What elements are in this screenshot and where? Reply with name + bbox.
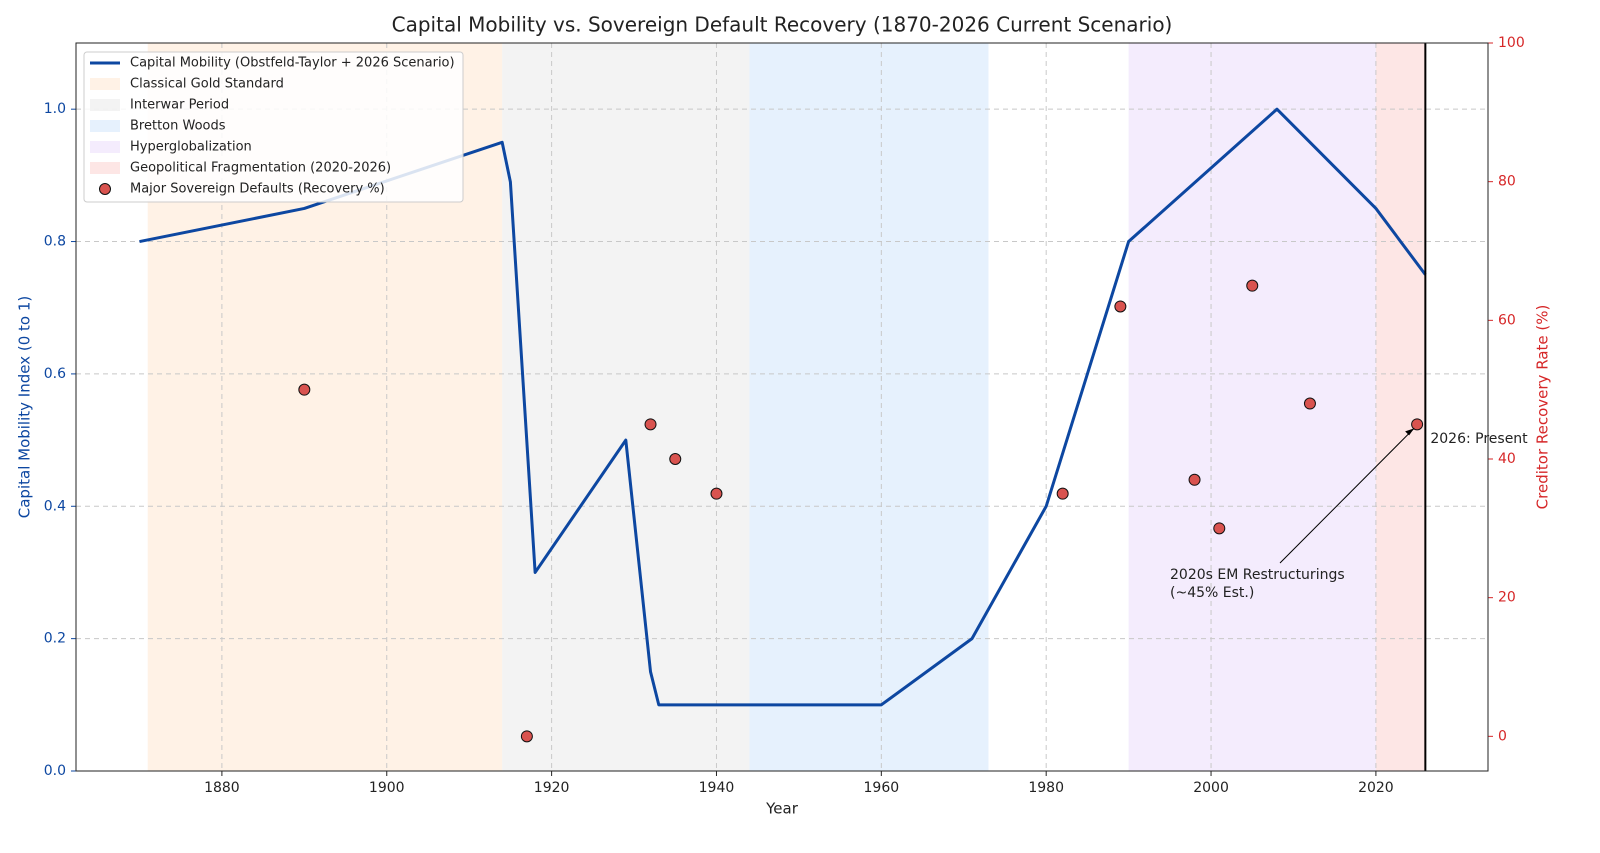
legend-box	[83, 51, 464, 203]
period-span	[749, 43, 989, 771]
period-span	[1375, 43, 1426, 771]
legend: Capital Mobility (Obstfeld-Taylor + 2026…	[83, 51, 464, 203]
default-point	[1188, 473, 1201, 486]
legend-label: Interwar Period	[130, 98, 229, 113]
annotation-text: 2020s EM Restructurings	[1170, 567, 1345, 583]
y2-tick-label: 80	[1498, 174, 1516, 190]
default-point	[1303, 397, 1316, 410]
x-tick-label: 1900	[369, 780, 405, 796]
y2-tick-label: 0	[1498, 728, 1507, 744]
default-point	[520, 730, 533, 743]
legend-label: Capital Mobility (Obstfeld-Taylor + 2026…	[130, 56, 455, 71]
annotation-arrowhead	[1405, 428, 1415, 436]
y-axis-label: Capital Mobility Index (0 to 1)	[16, 296, 34, 518]
default-point	[1114, 300, 1127, 313]
default-point	[1213, 522, 1226, 535]
y2-tick-label: 20	[1498, 590, 1516, 606]
y-tick-label: 0.6	[44, 366, 66, 382]
period-span	[502, 43, 750, 771]
y-tick-label: 0.4	[44, 498, 66, 514]
mobility-line	[139, 107, 1427, 707]
annotation-text: (~45% Est.)	[1170, 585, 1254, 601]
x-tick-label: 2020	[1358, 780, 1394, 796]
legend-label: Hyperglobalization	[130, 140, 252, 155]
plot-frame	[75, 42, 1489, 772]
x-tick-label: 1940	[699, 780, 735, 796]
default-point	[710, 487, 723, 500]
y2-tick-label: 40	[1498, 451, 1516, 467]
default-point	[1411, 418, 1424, 431]
default-point	[1056, 487, 1069, 500]
y2-axis-label: Creditor Recovery Rate (%)	[1534, 305, 1552, 510]
legend-label: Major Sovereign Defaults (Recovery %)	[130, 182, 385, 197]
legend-label: Classical Gold Standard	[130, 77, 284, 92]
chart-title: Capital Mobility vs. Sovereign Default R…	[392, 13, 1173, 37]
legend-swatch	[90, 120, 120, 132]
legend-label: Geopolitical Fragmentation (2020-2026)	[130, 161, 391, 176]
y-tick-label: 0.2	[44, 631, 66, 647]
y-tick-label: 0.8	[44, 234, 66, 250]
default-point	[298, 383, 311, 396]
period-span	[1128, 43, 1376, 771]
annotation-arrow	[1279, 427, 1415, 564]
y2-tick-label: 100	[1498, 35, 1525, 51]
legend-swatch	[90, 162, 120, 174]
y-tick-label: 1.0	[44, 101, 66, 117]
default-point	[644, 418, 657, 431]
x-tick-label: 2000	[1193, 780, 1229, 796]
legend-swatch	[90, 141, 120, 153]
legend-swatch	[99, 183, 111, 195]
legend-swatch	[90, 99, 120, 111]
x-tick-label: 1980	[1028, 780, 1064, 796]
legend-label: Bretton Woods	[130, 119, 226, 134]
x-tick-label: 1880	[204, 780, 240, 796]
default-point	[669, 453, 682, 465]
x-tick-label: 1920	[534, 780, 570, 796]
legend-swatch	[90, 78, 120, 90]
y2-tick-label: 60	[1498, 312, 1516, 328]
present-label: 2026: Present	[1430, 431, 1528, 447]
x-tick-label: 1960	[864, 780, 900, 796]
x-axis-label: Year	[765, 800, 799, 818]
y-tick-label: 0.0	[44, 763, 66, 779]
default-point	[1246, 279, 1259, 292]
